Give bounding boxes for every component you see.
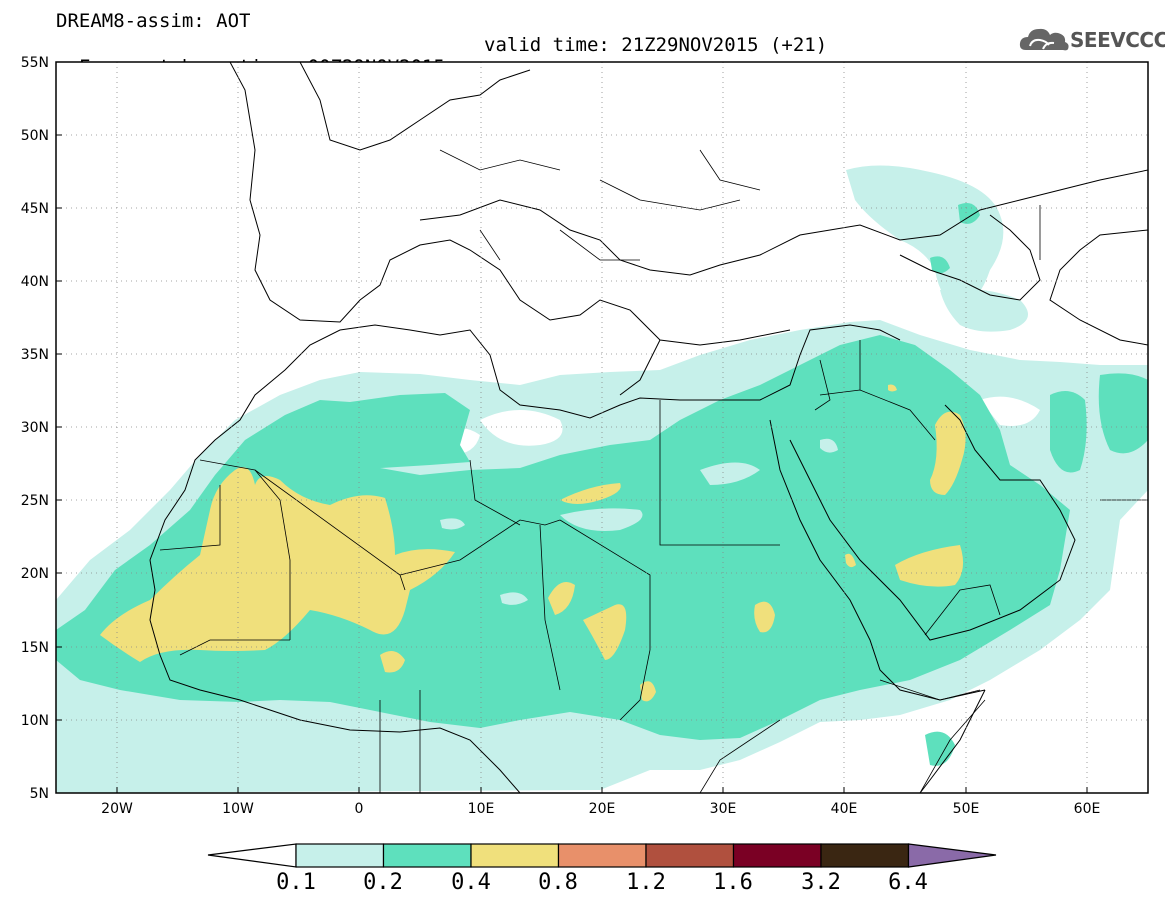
- lat-label: 20N: [21, 566, 49, 582]
- lon-label: 40E: [831, 801, 858, 817]
- colorbar-segment: [820, 843, 910, 868]
- axis-ticks: [56, 134, 1088, 793]
- colorbar-label: 0.2: [363, 870, 403, 895]
- lat-label: 35N: [21, 347, 49, 363]
- colorbar-segment: [470, 843, 560, 868]
- colorbar-label: 0.1: [276, 870, 316, 895]
- colorbar-segment: [557, 843, 647, 868]
- lat-label: 15N: [21, 640, 49, 656]
- lat-label: 55N: [21, 55, 49, 71]
- lat-label: 50N: [21, 128, 49, 144]
- lon-labels: 20W 10W 0 10E 20E 30E 40E 50E 60E: [101, 801, 1100, 817]
- colorbar-label: 0.8: [538, 870, 578, 895]
- colorbar-segment: [295, 843, 385, 868]
- lon-label: 20E: [589, 801, 616, 817]
- colorbar-label: 0.4: [451, 870, 491, 895]
- colorbar-label: 1.6: [713, 870, 753, 895]
- colorbar-label: 6.4: [888, 870, 928, 895]
- country-borders: [159, 149, 1148, 793]
- lon-label: 60E: [1074, 801, 1101, 817]
- coastlines: [149, 62, 1148, 793]
- lon-label: 10W: [222, 801, 254, 817]
- lon-label: 30E: [710, 801, 737, 817]
- colorbar-label: 1.2: [626, 870, 666, 895]
- gridlines: [56, 62, 1148, 793]
- lat-label: 5N: [30, 786, 49, 802]
- map-canvas: [56, 62, 1148, 793]
- lat-labels: 55N 50N 45N 40N 35N 30N 25N 20N 15N 10N …: [21, 55, 49, 802]
- aot-zone-0.2: [56, 202, 1148, 766]
- colorbar-arrow-left: [207, 843, 297, 868]
- lat-label: 10N: [21, 713, 49, 729]
- lon-label: 20W: [101, 801, 133, 817]
- map-title: DREAM8-assim: AOT: [56, 10, 251, 32]
- colorbar: [207, 843, 997, 868]
- lat-label: 45N: [21, 201, 49, 217]
- aot-zone-0.4: [100, 384, 966, 702]
- valid-time: valid time: 21Z29NOV2015 (+21): [484, 34, 828, 56]
- lon-label: 50E: [953, 801, 980, 817]
- lat-label: 40N: [21, 274, 49, 290]
- colorbar-segment: [382, 843, 472, 868]
- seevccc-logo: SEEVCCC: [1018, 24, 1165, 54]
- colorbar-label: 3.2: [801, 870, 841, 895]
- colorbar-segment: [645, 843, 735, 868]
- colorbar-arrow-right: [907, 843, 997, 868]
- lon-label: 0: [355, 801, 364, 817]
- lon-label: 10E: [468, 801, 495, 817]
- lat-label: 25N: [21, 493, 49, 509]
- colorbar-segment: [732, 843, 822, 868]
- lat-label: 30N: [21, 420, 49, 436]
- cloud-icon: [1019, 28, 1069, 51]
- logo-text: SEEVCCC: [1070, 28, 1165, 52]
